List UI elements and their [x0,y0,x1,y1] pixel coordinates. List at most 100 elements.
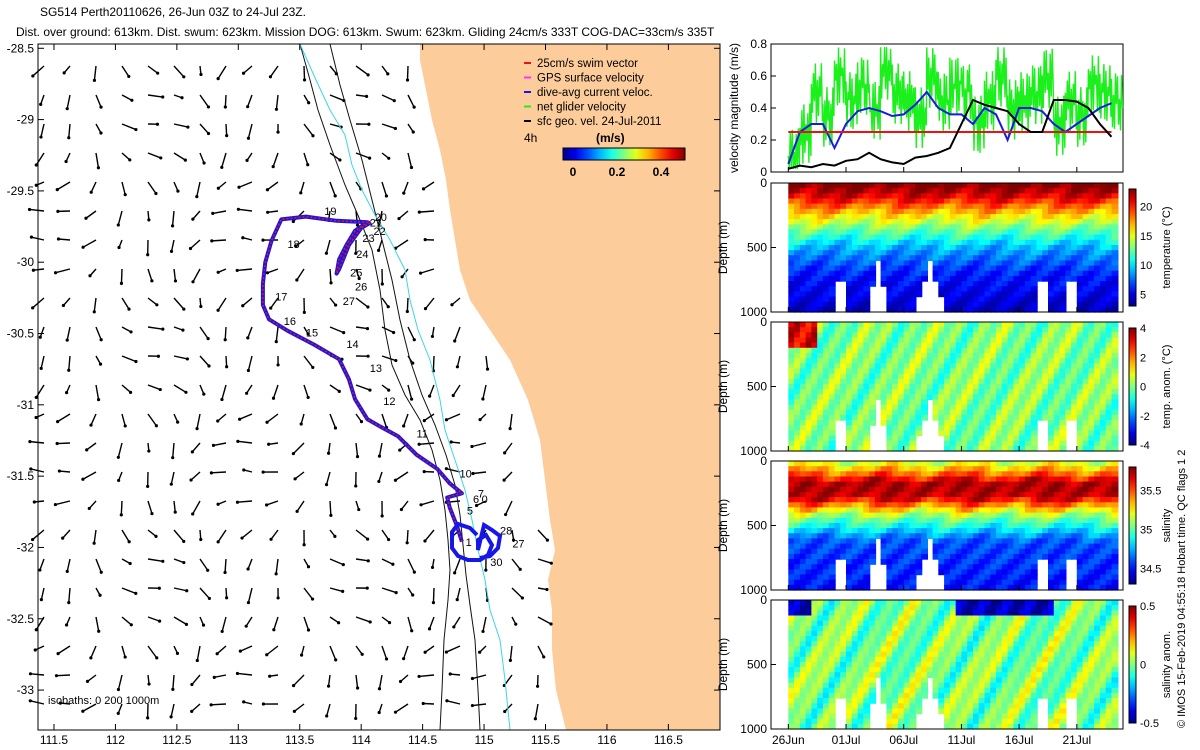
section-cell [903,425,911,431]
section-cell [1053,378,1061,385]
section-cell [996,270,1003,277]
section-cell [1042,512,1050,519]
velocity-arrow [378,471,383,482]
section-cell [1071,517,1079,524]
section-cell [938,548,946,555]
section-cell [944,389,952,395]
section-cell [1059,296,1067,303]
velocity-arrow-head [116,223,120,227]
section-cell [817,188,825,194]
section-cell [794,399,802,406]
section-cell [1024,286,1032,292]
section-cell [822,564,830,570]
section-cell [1001,461,1009,467]
section-cell [996,301,1003,308]
velocity-arrow-head [87,506,91,511]
section-cell [932,208,940,215]
section-cell [909,255,917,261]
section-cell [967,347,975,354]
section-cell [846,378,853,385]
section-cell [938,183,946,189]
section-cell [938,383,946,390]
velocity-arrow-head [354,251,358,255]
section-cell [1019,255,1027,261]
section-cell [851,234,859,241]
section-cell [869,188,877,194]
velocity-arrow [292,442,305,455]
section-cell [932,219,940,225]
section-cell [794,244,802,251]
section-cell [805,497,813,503]
section-cell [869,553,877,560]
section-cell [1013,363,1021,370]
section-cell [857,229,865,236]
section-cell [921,224,928,231]
section-cell [1007,574,1015,581]
section-cell [1065,322,1073,328]
section-cell [978,383,986,390]
section-cell [921,255,928,261]
section-cell [961,538,969,545]
section-cell [794,373,802,380]
velocity-arrow-head [392,99,396,103]
velocity-arrow-head [444,650,448,654]
section-cell [990,291,998,298]
section-cell [1013,461,1021,467]
section-cell [811,414,819,421]
section-cell [955,383,963,390]
section-cell [1071,522,1079,529]
section-cell [903,383,911,390]
section-cell [788,214,796,220]
section-cell [1024,543,1032,550]
section-cell [949,517,957,524]
section-cell [794,512,802,519]
section-cell [1024,214,1032,220]
section-cell [990,584,998,591]
section-cell [799,584,807,591]
section-cell [955,538,963,545]
longitude-axis: 111.5 112 112.5 113 113.5 114 114.5 115 115.5 116… [40,44,683,747]
section-cell [973,466,980,472]
section-cell [886,445,894,452]
section-cell [805,389,813,395]
section-cell [978,214,986,220]
velocity-arrow [406,297,409,312]
section-cell [990,512,998,519]
section-cell [955,281,963,287]
section-cell [944,337,952,344]
velocity-arrow-head [261,470,265,474]
section-cell [1076,301,1084,308]
section-cell [892,296,900,303]
section-cell [1007,497,1015,503]
velocity-arrow-head [130,98,134,102]
section-cell [1030,358,1038,364]
section-cell [828,420,836,426]
section-cell [1094,512,1102,519]
section-cell [840,368,848,375]
section-cell [1088,250,1096,256]
section-cell [1042,239,1050,246]
section-cell [817,219,825,225]
section-cell [1013,193,1021,200]
section-cell [863,481,871,488]
section-cell [903,250,911,256]
velocity-arrow-head [34,415,38,420]
section-cell [1019,260,1027,267]
section-cell [1082,337,1090,344]
section-cell [1076,533,1084,539]
section-cell [851,301,859,308]
section-cell [892,347,900,354]
section-cell [1065,548,1073,555]
velocity-arrow-head [354,716,358,721]
section-cell [788,291,796,298]
colorbar-tick-label: 5 [1140,289,1146,301]
velocity-arrow [242,297,253,307]
section-cell [1082,553,1090,560]
section-cell [903,466,911,472]
section-cell [926,373,934,380]
section-cell [1088,358,1096,364]
section-cell [955,286,963,292]
section-cell [1094,301,1102,308]
section-cell [938,239,946,246]
section-cell [938,342,946,349]
